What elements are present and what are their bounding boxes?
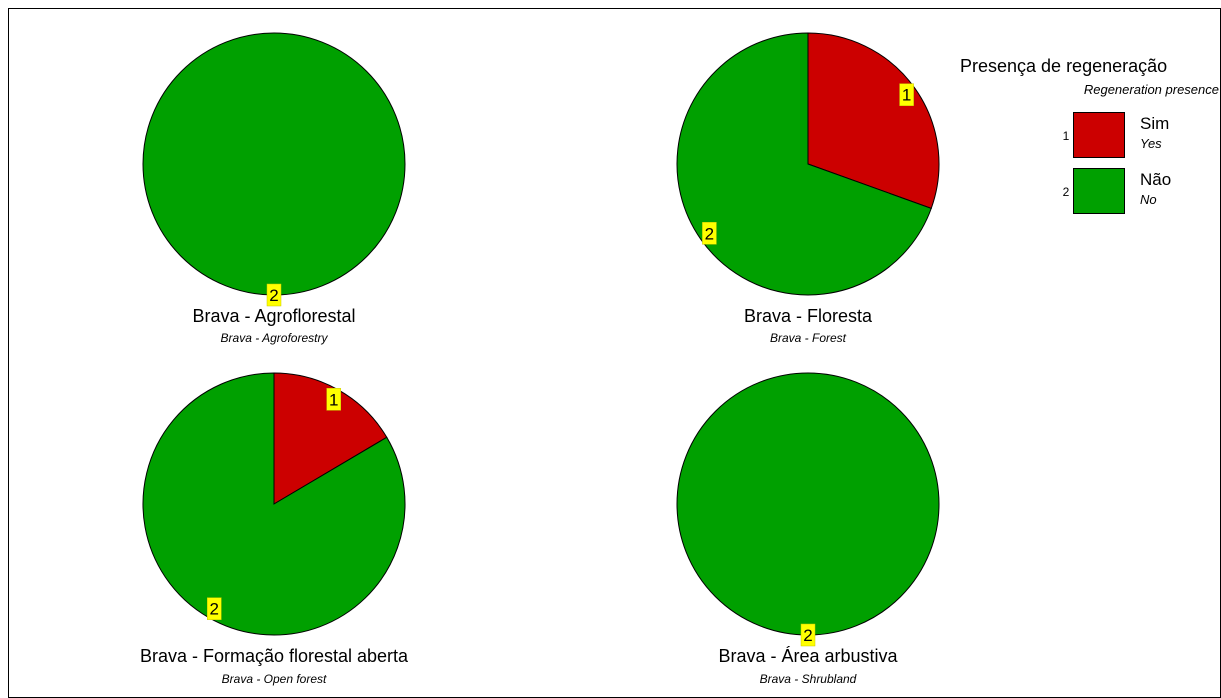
pie-slice-2 [676, 372, 940, 636]
legend-item-sim: 1 Sim Yes [1060, 112, 1220, 160]
pie-title: Brava - Agroflorestal [192, 306, 356, 326]
pie-title: Brava - Área arbustiva [718, 646, 898, 666]
slice-label: 2 [207, 597, 222, 620]
legend-subtitle: Regeneration presence [1083, 82, 1219, 97]
legend-label-en: Yes [1140, 136, 1162, 151]
slice-label-text: 1 [329, 390, 338, 409]
slice-label: 2 [702, 222, 717, 245]
legend-swatch-sim [1073, 112, 1125, 158]
legend-item-nao: 2 Não No [1060, 168, 1220, 216]
slice-label: 1 [899, 83, 914, 106]
legend-label-en: No [1140, 192, 1157, 207]
pie-subtitle: Brava - Agroforestry [220, 331, 328, 345]
pie-slice-1 [807, 32, 940, 210]
pie-subtitle: Brava - Open forest [221, 672, 327, 686]
slice-label-text: 2 [803, 626, 812, 645]
legend-code: 2 [1062, 185, 1070, 199]
pie-subtitle: Brava - Shrubland [759, 672, 857, 686]
pie-title: Brava - Floresta [743, 306, 873, 326]
pie-subtitle: Brava - Forest [769, 331, 847, 345]
legend-title: Presença de regeneração [960, 56, 1168, 76]
pie-title: Brava - Formação florestal aberta [139, 646, 409, 666]
slice-label: 2 [266, 283, 282, 307]
pie-slice-2 [142, 32, 406, 296]
legend-label: Sim [1140, 114, 1170, 133]
slice-label: 1 [326, 388, 341, 411]
slice-label-text: 2 [269, 286, 278, 305]
slice-label-text: 2 [705, 224, 714, 243]
slice-label-text: 2 [210, 600, 219, 619]
pie-slice-2 [676, 32, 932, 296]
legend-swatch-nao [1073, 168, 1125, 214]
legend-label: Não [1140, 170, 1172, 189]
slice-label: 2 [800, 623, 816, 647]
slice-label-text: 1 [902, 86, 911, 105]
legend-code: 1 [1062, 129, 1070, 143]
